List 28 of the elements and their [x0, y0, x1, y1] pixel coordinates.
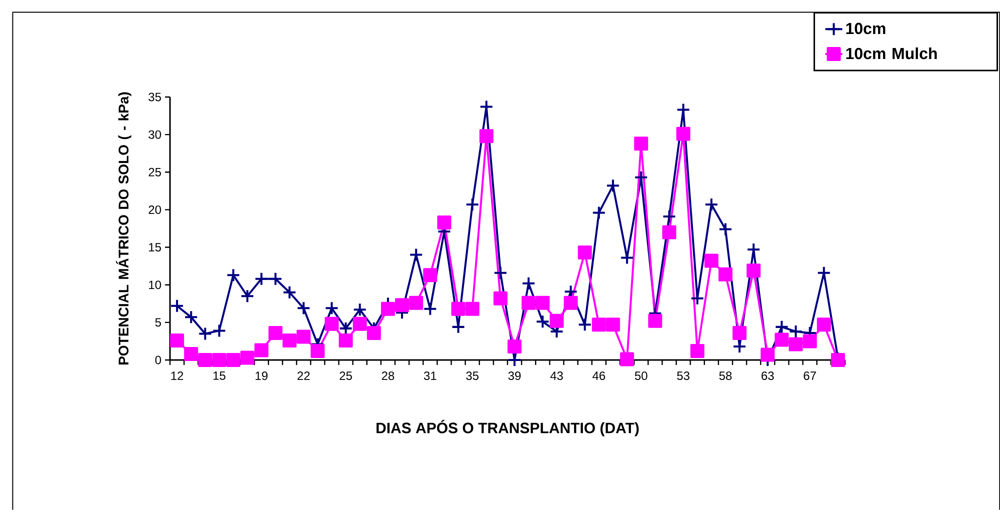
x-tick-label: 67 [804, 372, 816, 380]
x-axis-title: DIAS APÓS O TRANSPLANTIO (DAT) [376, 420, 639, 436]
y-tick-label: 5 [155, 318, 161, 327]
y-axis-title: POTENCIAL MÁTRICO DO SOLO ( - kPa) [116, 92, 132, 364]
x-tick-label: 63 [762, 372, 774, 380]
y-tick-label: 10 [149, 280, 162, 290]
y-tick-label: 35 [148, 92, 161, 102]
y-tick-label: 0 [155, 356, 162, 364]
x-tick-label: 39 [508, 372, 521, 380]
y-tick-label: 20 [148, 205, 162, 214]
y-tick-label: 15 [149, 243, 161, 252]
x-tick-label: 31 [424, 372, 436, 380]
x-tick-label: 46 [592, 372, 606, 380]
x-tick-label: 50 [634, 372, 648, 380]
x-tick-label: 35 [466, 372, 479, 380]
legend-label: 10cm [846, 22, 886, 34]
x-tick-label: 43 [550, 372, 563, 380]
x-tick-label: 53 [677, 372, 690, 380]
x-tick-label: 12 [171, 372, 184, 380]
x-tick-label: 28 [382, 372, 394, 380]
x-tick-label: 15 [213, 372, 226, 380]
y-tick-label: 30 [148, 130, 162, 139]
y-tick-label: 25 [148, 168, 161, 176]
x-tick-label: 19 [256, 372, 268, 380]
x-tick-label: 22 [298, 372, 310, 380]
x-tick-label: 58 [719, 372, 732, 380]
legend-label: 10cm Mulch [846, 47, 937, 60]
x-tick-label: 25 [340, 372, 352, 380]
